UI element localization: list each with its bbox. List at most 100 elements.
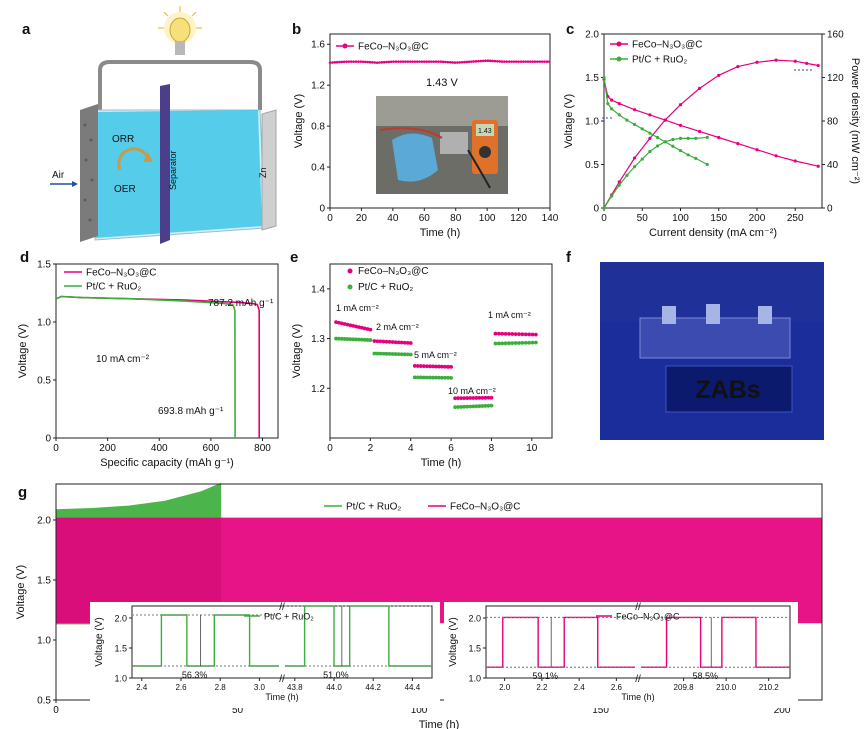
data-point	[524, 60, 527, 63]
inset-x-tick-label: 44.0	[326, 683, 342, 692]
data-point	[655, 144, 660, 148]
data-point-fe	[500, 331, 505, 336]
y-tick-label: 1.6	[311, 40, 325, 51]
data-point-pt	[357, 337, 361, 342]
data-point-pt	[453, 405, 458, 410]
data-point-pt	[428, 375, 432, 380]
data-point	[425, 60, 428, 63]
data-point	[368, 60, 372, 64]
chart-g: 0 50 100 150 200 0.5 1.0 1.5 2.0 Time (h) Voltage …	[15, 482, 823, 729]
series-line	[603, 59, 819, 209]
data-point-fe	[378, 339, 383, 344]
data-point-pt	[408, 352, 413, 357]
data-point-fe	[384, 339, 389, 344]
inset-x-tick-label: 2.0	[499, 683, 511, 692]
data-point	[373, 61, 377, 64]
data-point	[538, 60, 542, 63]
data-point	[463, 60, 466, 64]
data-point-pt	[431, 375, 435, 380]
data-point-pt	[399, 352, 404, 357]
data-point-fe	[421, 364, 426, 369]
data-point-fe	[381, 339, 386, 344]
x-tick-label: 600	[203, 443, 220, 454]
data-point-fe	[434, 364, 438, 369]
data-point	[648, 131, 652, 135]
data-point-fe	[471, 396, 476, 400]
data-point-fe	[486, 395, 491, 400]
data-point-fe	[510, 332, 515, 336]
x-tick-label: 100	[479, 213, 496, 224]
data-point-pt	[468, 404, 473, 409]
x-tick-label: 150	[592, 705, 609, 716]
data-point	[404, 60, 407, 63]
data-point	[364, 60, 367, 64]
data-point	[375, 61, 379, 64]
data-point	[477, 59, 480, 63]
chart-d: 0 200 400 600 800 0 0.5 1.0 1.5 Specific capacity…	[17, 260, 279, 469]
data-point	[382, 60, 386, 64]
inset-y-tick-label: 1.0	[468, 674, 481, 684]
data-point-fe	[337, 320, 341, 325]
data-point	[510, 60, 513, 63]
data-point	[617, 180, 621, 184]
axis-break-icon: //	[279, 674, 285, 685]
inset-frame	[131, 605, 433, 679]
data-point-pt	[456, 405, 461, 409]
series-line	[603, 77, 708, 166]
legend-fe-label: FeCo–N₃O₃@C	[86, 268, 157, 279]
y2-tick-label: 120	[827, 73, 844, 84]
data-point-fe	[443, 364, 447, 369]
legend-fe-marker	[616, 41, 622, 47]
legend-fe-label: FeCo–N₃O₃@C	[358, 42, 429, 53]
legend-pt-label: Pt/C + RuO₂	[358, 282, 413, 293]
inset-x-tick-label: 2.6	[175, 683, 187, 692]
data-point-pt	[520, 340, 525, 345]
data-point	[543, 60, 546, 63]
data-point-fe	[339, 321, 344, 326]
legend-fe-marker	[342, 43, 348, 49]
data-point	[432, 60, 436, 63]
data-point	[399, 60, 403, 63]
data-point-pt	[375, 351, 380, 356]
data-point-fe	[517, 332, 521, 337]
data-point	[345, 60, 348, 63]
y-tick-label: 0.5	[37, 696, 51, 707]
data-point-fe	[459, 396, 464, 401]
data-point-pt	[480, 404, 485, 408]
data-point	[446, 60, 450, 64]
battery-3	[758, 306, 772, 324]
x-tick-label: 20	[356, 213, 368, 224]
data-point	[488, 59, 492, 63]
series-line	[603, 136, 708, 209]
x-tick-label: 140	[542, 213, 559, 224]
data-point	[617, 183, 621, 187]
data-point	[472, 60, 476, 63]
x-tick-label: 200	[99, 443, 116, 454]
data-point-pt	[527, 340, 532, 345]
x-tick-label: 120	[510, 213, 527, 224]
data-point-pt	[465, 404, 470, 409]
data-point	[479, 59, 483, 63]
y-tick-label: 1.2	[311, 81, 325, 92]
data-point	[517, 60, 520, 63]
data-point-fe	[428, 364, 432, 369]
current-annotation: 2 mA cm⁻²	[376, 322, 419, 332]
y-tick-label: 0	[319, 204, 325, 215]
data-point-fe	[523, 332, 528, 337]
data-point-pt	[396, 352, 401, 357]
inset-x-tick-label: 44.4	[405, 683, 421, 692]
data-point	[755, 60, 759, 64]
y-tick-label: 1.3	[311, 334, 325, 345]
data-point	[352, 60, 355, 63]
data-point	[617, 113, 621, 117]
plot-frame	[55, 263, 279, 439]
capacity-annotation-pt: 693.8 mAh g⁻¹	[158, 406, 224, 417]
legend-pt-label: Pt/C + RuO₂	[346, 502, 401, 513]
data-point	[655, 135, 660, 140]
legend-fe-label: FeCo–N₃O₃@C	[358, 266, 429, 277]
data-point-fe	[489, 395, 494, 400]
data-point	[354, 60, 358, 63]
data-point	[648, 136, 652, 140]
data-point	[340, 60, 344, 64]
series-line	[603, 79, 819, 167]
